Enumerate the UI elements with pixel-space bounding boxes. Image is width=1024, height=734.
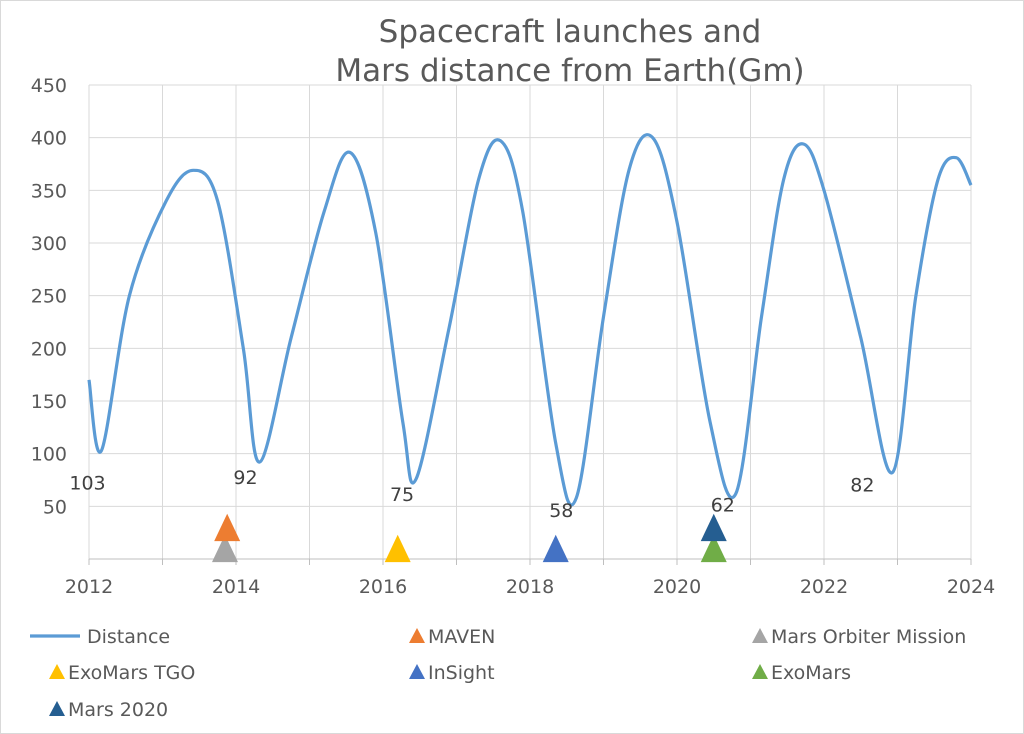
min-distance-label: 103 — [69, 473, 105, 495]
min-distance-label: 92 — [233, 467, 257, 489]
y-tick-label: 50 — [43, 496, 67, 518]
chart-title-line-2: Mars distance from Earth(Gm) — [335, 53, 804, 89]
x-tick-label: 2014 — [212, 576, 260, 598]
y-tick-label: 300 — [31, 233, 67, 255]
launch-marker-mars-2020 — [700, 513, 727, 542]
y-tick-label: 100 — [31, 444, 67, 466]
data-labels: 103 92 75 58 62 82 — [69, 467, 874, 522]
x-tick-label: 2022 — [800, 576, 848, 598]
launch-marker-mars-orbiter-mission — [211, 534, 238, 563]
x-tick-label: 2016 — [359, 576, 407, 598]
min-distance-label: 82 — [850, 475, 874, 497]
legend-label: MAVEN — [428, 626, 495, 648]
legend-triangle-icon — [49, 664, 65, 679]
gridlines — [88, 84, 972, 559]
axes: 50 100 150 200 250 300 350 400 450 2012 2014 2016 20… — [31, 75, 995, 598]
y-tick-label: 200 — [31, 338, 67, 360]
legend-triangle-icon — [409, 628, 425, 643]
min-distance-label: 58 — [549, 500, 573, 522]
plot-area — [87, 133, 973, 563]
y-tick-label: 150 — [31, 391, 67, 413]
x-tick-label: 2012 — [65, 576, 113, 598]
launch-marker-insight — [542, 534, 569, 563]
launch-marker-exomars — [700, 534, 727, 563]
y-tick-label: 250 — [31, 286, 67, 308]
min-distance-label: 75 — [390, 484, 414, 506]
legend-label: ExoMars — [771, 662, 851, 684]
legend: Distance MAVEN Mars Orbiter Mission ExoMars… — [30, 626, 966, 721]
x-tick-label: 2024 — [947, 576, 995, 598]
legend-label: InSight — [428, 662, 495, 684]
y-tick-label: 350 — [31, 180, 67, 202]
launch-marker-exomars-tgo — [384, 534, 411, 563]
legend-label: Mars Orbiter Mission — [771, 626, 966, 648]
legend-triangle-icon — [49, 701, 65, 716]
x-tick-label: 2018 — [506, 576, 554, 598]
legend-label: ExoMars TGO — [68, 662, 195, 684]
legend-triangle-icon — [409, 664, 425, 679]
distance-series-line — [87, 133, 973, 507]
y-tick-label: 450 — [31, 75, 67, 97]
legend-triangle-icon — [752, 628, 768, 643]
x-tick-label: 2020 — [653, 576, 701, 598]
chart-title-line-1: Spacecraft launches and — [379, 14, 762, 50]
launch-marker-maven — [214, 513, 241, 542]
legend-label: Distance — [87, 626, 170, 648]
legend-label: Mars 2020 — [68, 699, 168, 721]
legend-triangle-icon — [752, 664, 768, 679]
min-distance-label: 62 — [711, 495, 735, 517]
y-tick-label: 400 — [31, 128, 67, 150]
